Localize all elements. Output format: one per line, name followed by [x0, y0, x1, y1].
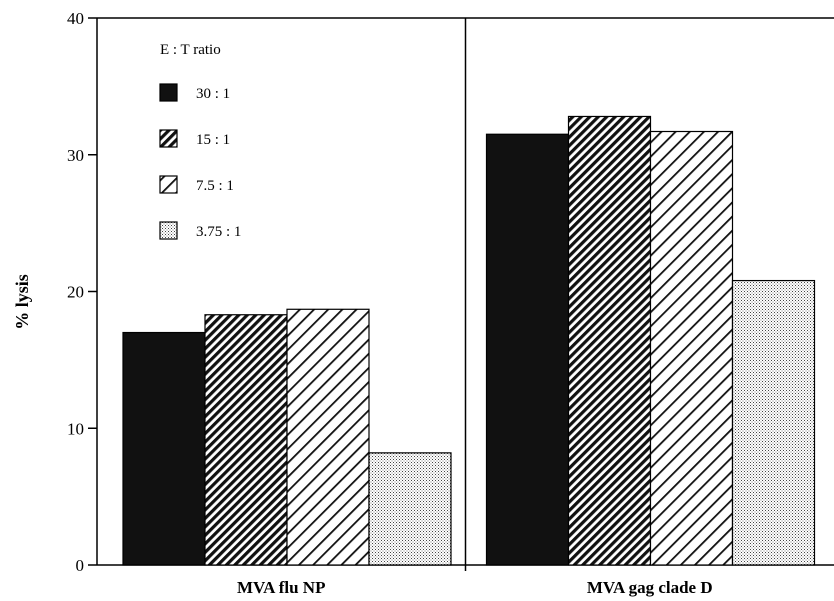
legend-swatch — [159, 129, 178, 148]
legend-entry-label: 3.75 : 1 — [196, 224, 241, 240]
bar-3.75-1-mva-flu-np — [368, 452, 452, 566]
y-axis-label: % lysis — [12, 274, 32, 330]
y-tick-label: 20 — [67, 283, 84, 302]
y-tick-label: 30 — [67, 146, 84, 165]
bar-7.5-1-mva-flu-np — [286, 308, 370, 566]
x-category-label: MVA flu NP — [237, 578, 325, 597]
bar-30-1-mva-gag-clade-d — [485, 133, 570, 566]
bar-7.5-1-mva-gag-clade-d — [649, 130, 734, 566]
bar-15-1-mva-flu-np — [204, 314, 288, 566]
legend-swatch — [159, 221, 178, 240]
x-category-label: MVA gag clade D — [587, 578, 713, 597]
legend-entry-label: 15 : 1 — [196, 132, 230, 148]
y-tick-label: 0 — [76, 556, 85, 575]
y-axis: 0 10 20 30 40 — [67, 9, 97, 575]
bar-15-1-mva-gag-clade-d — [567, 115, 652, 566]
y-tick-label: 40 — [67, 9, 84, 28]
legend-title: E : T ratio — [160, 42, 221, 58]
legend-entry-label: 30 : 1 — [196, 86, 230, 102]
x-axis: MVA flu NP MVA gag clade D — [237, 578, 713, 597]
bar-3.75-1-mva-gag-clade-d — [731, 279, 816, 566]
bar-30-1-mva-flu-np — [122, 331, 206, 566]
bars — [122, 115, 816, 566]
legend-swatch — [159, 175, 178, 194]
legend: E : T ratio 30 : 1 15 : 1 7.5 : 1 3.75 : 1 — [159, 42, 241, 240]
legend-swatch — [159, 83, 178, 102]
legend-entry-label: 7.5 : 1 — [196, 178, 234, 194]
y-tick-label: 10 — [67, 419, 84, 438]
